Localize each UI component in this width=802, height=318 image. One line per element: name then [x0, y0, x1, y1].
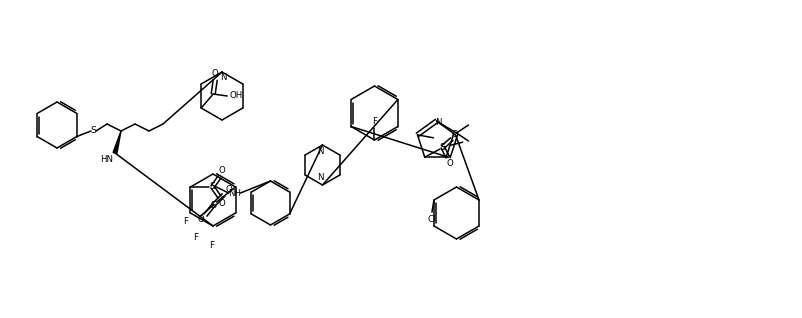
- Text: F: F: [183, 217, 188, 225]
- Text: S: S: [210, 201, 217, 210]
- Text: N: N: [317, 174, 323, 183]
- Text: O: O: [197, 216, 204, 225]
- Text: F: F: [209, 240, 214, 250]
- Text: O: O: [218, 167, 225, 176]
- Text: O: O: [446, 159, 452, 168]
- Polygon shape: [113, 131, 121, 154]
- Text: N: N: [317, 148, 323, 156]
- Text: Cl: Cl: [427, 215, 435, 224]
- Text: F: F: [192, 233, 198, 243]
- Text: S: S: [439, 143, 445, 152]
- Text: NH: NH: [228, 189, 241, 197]
- Text: HN: HN: [100, 156, 113, 164]
- Text: S: S: [90, 127, 95, 135]
- Text: O: O: [212, 70, 218, 79]
- Text: O: O: [218, 198, 225, 208]
- Text: F: F: [371, 117, 376, 127]
- Text: OH: OH: [229, 92, 242, 100]
- Text: N: N: [220, 73, 226, 82]
- Text: O: O: [225, 185, 232, 195]
- Text: S: S: [209, 183, 215, 191]
- Text: N: N: [435, 119, 441, 128]
- Text: O: O: [451, 130, 457, 139]
